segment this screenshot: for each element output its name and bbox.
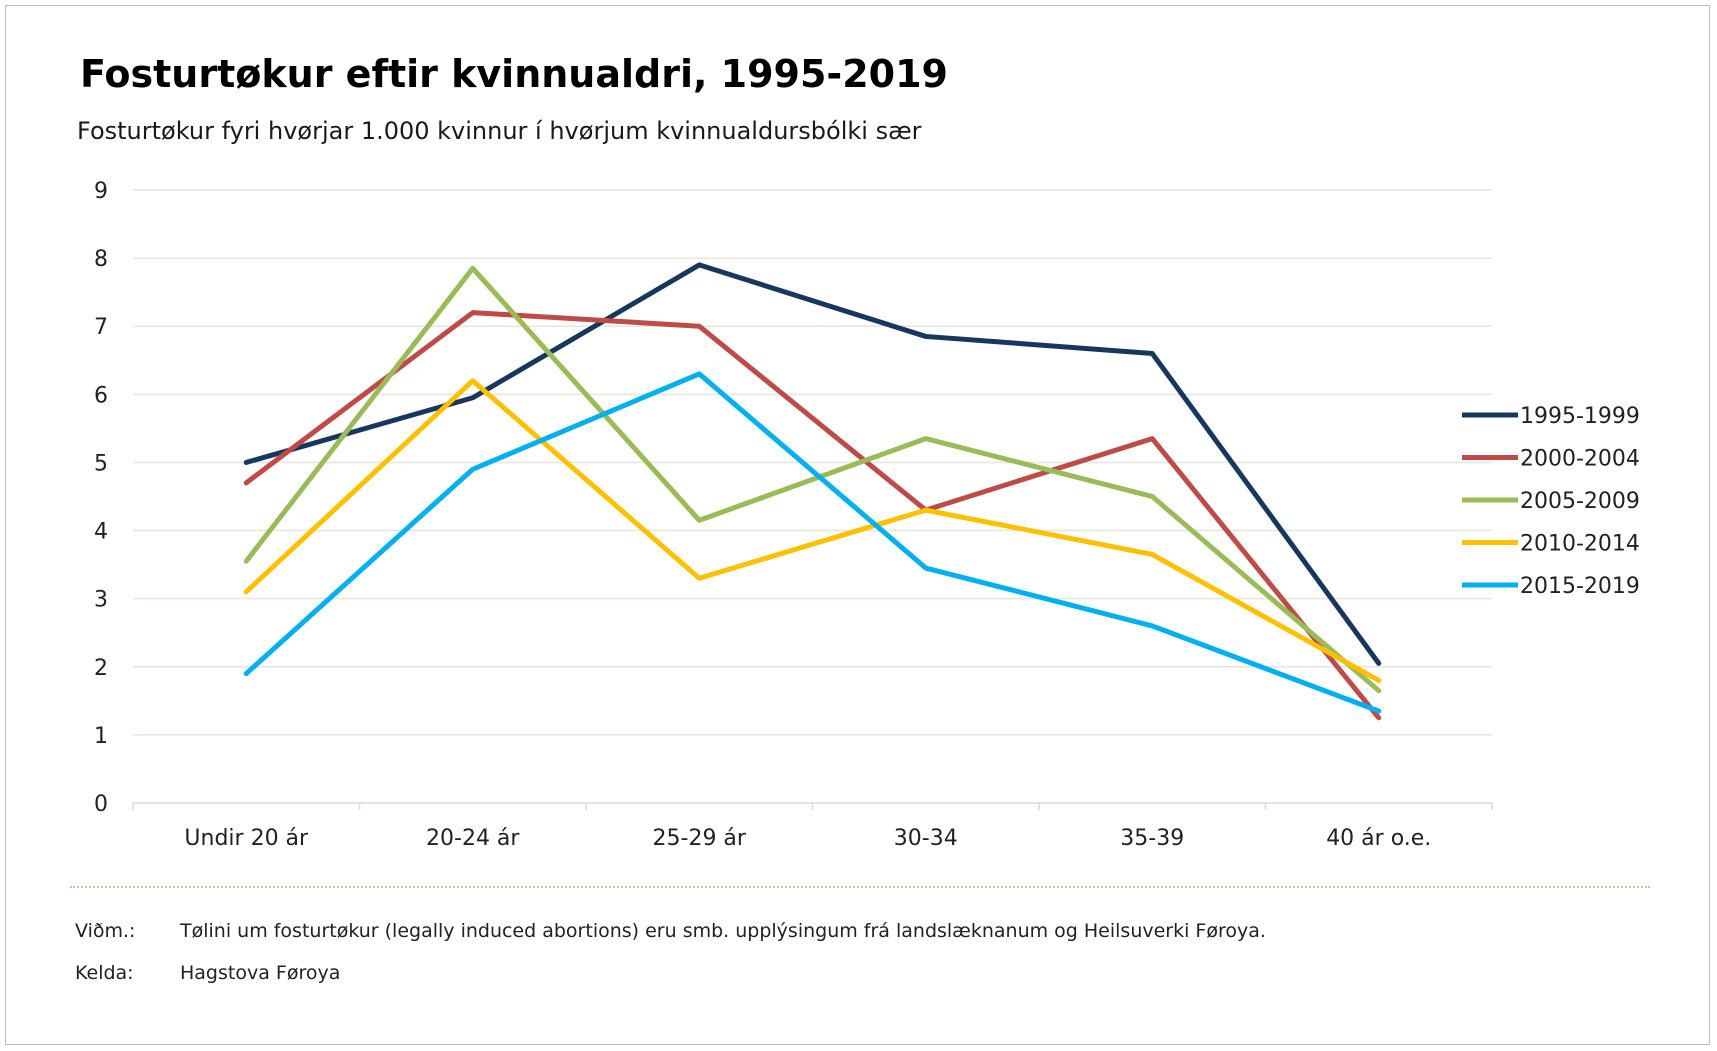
- x-tick-label: 40 ár o.e.: [1326, 826, 1431, 851]
- series-line-1995-1999: [243, 262, 1382, 666]
- x-tick-label: 25-29 ár: [653, 826, 747, 851]
- series-line-2000-2004: [243, 310, 1382, 721]
- series-line-2015-2019: [243, 371, 1382, 714]
- y-tick-label: 5: [94, 451, 108, 476]
- note-text: Tølini um fosturtøkur (legally induced a…: [180, 920, 1266, 942]
- x-tick-label: 35-39: [1120, 826, 1184, 851]
- source-label: Kelda:: [75, 962, 134, 984]
- legend-label: 2015-2019: [1520, 574, 1640, 599]
- series-line-2005-2009: [243, 265, 1382, 694]
- y-tick-label: 2: [94, 656, 108, 681]
- y-tick-label: 7: [94, 315, 108, 340]
- y-tick-label: 3: [94, 588, 108, 613]
- y-tick-label: 4: [94, 520, 108, 545]
- legend-label: 2010-2014: [1520, 532, 1640, 557]
- legend-label: 1995-1999: [1520, 404, 1640, 429]
- legend-label: 2005-2009: [1520, 489, 1640, 514]
- y-tick-label: 9: [94, 179, 108, 204]
- line-chart: 0 1 2 3 4 5 6 7 8 9 Undir 20 ár 20-24 ár 25-29 ár 30-…: [94, 179, 1640, 851]
- x-tick-label: Undir 20 ár: [184, 826, 309, 851]
- source-text: Hagstova Føroya: [180, 962, 341, 984]
- y-tick-label: 8: [94, 247, 108, 272]
- y-tick-label: 1: [94, 724, 108, 749]
- x-tick-label: 30-34: [894, 826, 958, 851]
- legend-label: 2000-2004: [1520, 447, 1640, 472]
- series-line-2010-2014: [243, 378, 1382, 683]
- chart-subtitle: Fosturtøkur fyri hvørjar 1.000 kvinnur í…: [77, 117, 922, 145]
- y-tick-label: 6: [94, 383, 108, 408]
- chart-frame: [5, 5, 1710, 1045]
- notes-separator: [70, 886, 1650, 888]
- x-tick-label: 20-24 ár: [426, 826, 520, 851]
- y-tick-label: 0: [94, 792, 108, 817]
- chart-title: Fosturtøkur eftir kvinnualdri, 1995-2019: [80, 52, 948, 96]
- note-label: Viðm.:: [75, 920, 136, 942]
